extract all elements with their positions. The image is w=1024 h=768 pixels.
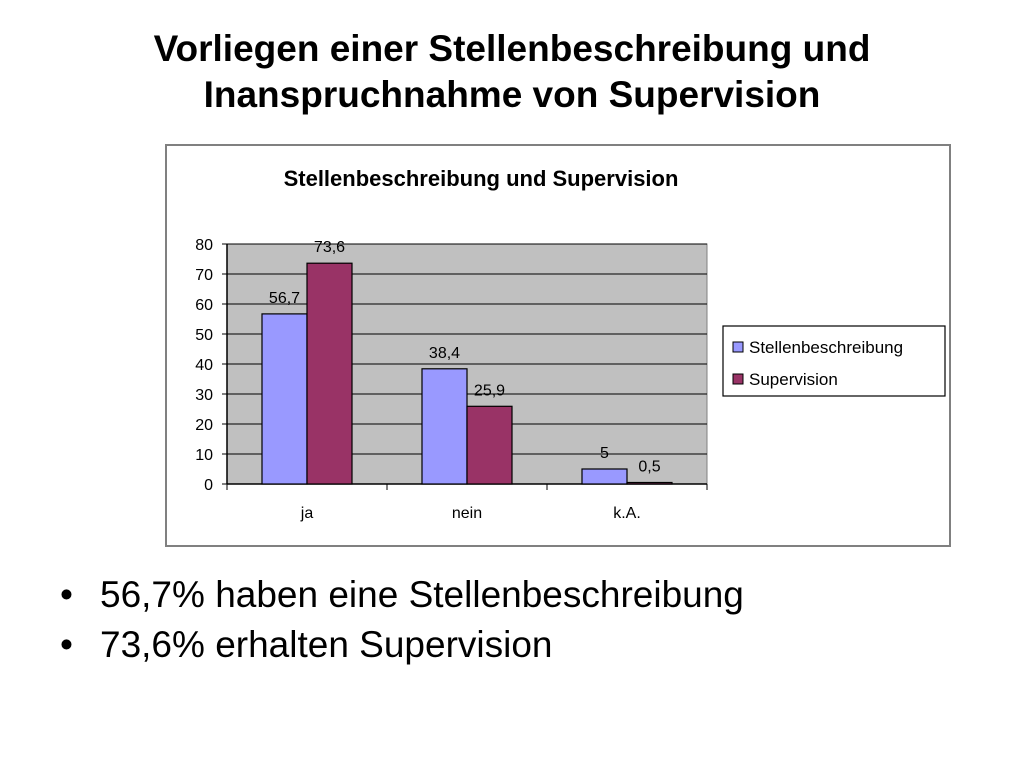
data-label: 56,7 [269,290,300,307]
legend-swatch [732,341,744,353]
bar [466,405,513,485]
bullet-dot-icon: • [60,574,73,615]
y-tick-label: 50 [195,327,213,344]
legend-swatch [732,373,744,385]
data-label: 25,9 [474,382,505,399]
slide-title-line-2: Inanspruchnahme von Supervision [203,74,821,115]
y-tick-label: 20 [195,417,213,434]
x-tick-label: ja [300,505,314,522]
data-label: 73,6 [314,239,345,256]
bullet-dot-icon: • [60,624,73,665]
bar [581,468,628,485]
legend-label: Supervision [749,370,838,389]
bar [306,262,353,485]
bullet-text: 56,7% haben eine Stellenbeschreibung [100,574,744,615]
x-tick-label: k.A. [613,505,641,522]
y-tick-label: 30 [195,387,213,404]
data-label: 38,4 [429,345,460,362]
x-tick-label: nein [452,505,482,522]
bullet-item: • 73,6% erhalten Supervision [60,620,744,670]
bar-chart: Stellenbeschreibung und Supervision 0 10 20… [195,166,946,522]
y-tick-label: 10 [195,447,213,464]
chart-frame: Stellenbeschreibung und Supervision 0 10 20… [165,144,951,547]
y-tick-label: 80 [195,237,213,254]
bar [626,481,673,485]
legend-box [722,325,946,397]
legend-label: Stellenbeschreibung [749,338,903,357]
data-label: 5 [600,445,609,462]
bullet-text: 73,6% erhalten Supervision [100,624,553,665]
slide-title-line-1: Vorliegen einer Stellenbeschreibung und [153,28,871,69]
bar [261,313,308,485]
y-tick-label: 0 [204,477,213,494]
chart-title: Stellenbeschreibung und Supervision [284,166,679,191]
bullet-item: • 56,7% haben eine Stellenbeschreibung [60,570,744,620]
y-tick-label: 70 [195,267,213,284]
y-tick-label: 60 [195,297,213,314]
y-tick-label: 40 [195,357,213,374]
data-label: 0,5 [638,459,660,476]
slide-title: Vorliegen einer Stellenbeschreibung und … [0,26,1024,118]
bullet-list: • 56,7% haben eine Stellenbeschreibung • 7… [60,570,744,670]
bar [421,368,468,485]
